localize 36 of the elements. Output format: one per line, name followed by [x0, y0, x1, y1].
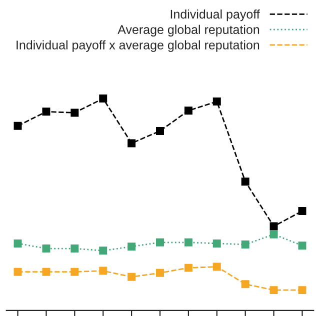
point	[70, 244, 79, 253]
point	[14, 122, 22, 130]
point	[156, 126, 164, 135]
point	[298, 242, 306, 250]
point	[42, 268, 50, 276]
point	[70, 108, 79, 117]
point	[14, 268, 22, 276]
legend-label: Average global reputation	[118, 24, 260, 37]
legend-label: Individual payoff	[170, 9, 260, 22]
point	[184, 264, 192, 272]
point	[128, 272, 136, 281]
point	[156, 238, 164, 246]
point	[241, 280, 250, 288]
point	[42, 108, 50, 116]
point	[70, 268, 79, 276]
legend-label: Individual payoff x average global reputation	[16, 40, 260, 52]
point	[128, 139, 136, 148]
point	[99, 94, 108, 103]
point	[42, 244, 50, 253]
point	[156, 268, 164, 277]
point	[270, 222, 278, 230]
point	[241, 178, 250, 186]
point	[212, 262, 221, 271]
point	[184, 106, 192, 115]
point	[99, 246, 108, 255]
point	[212, 239, 221, 248]
point	[298, 286, 306, 294]
point	[241, 240, 250, 249]
point	[14, 239, 22, 248]
point	[99, 266, 108, 275]
point	[270, 286, 278, 294]
point	[184, 238, 192, 246]
point	[298, 207, 306, 216]
point	[128, 242, 136, 251]
point	[270, 230, 278, 238]
point	[212, 98, 221, 106]
